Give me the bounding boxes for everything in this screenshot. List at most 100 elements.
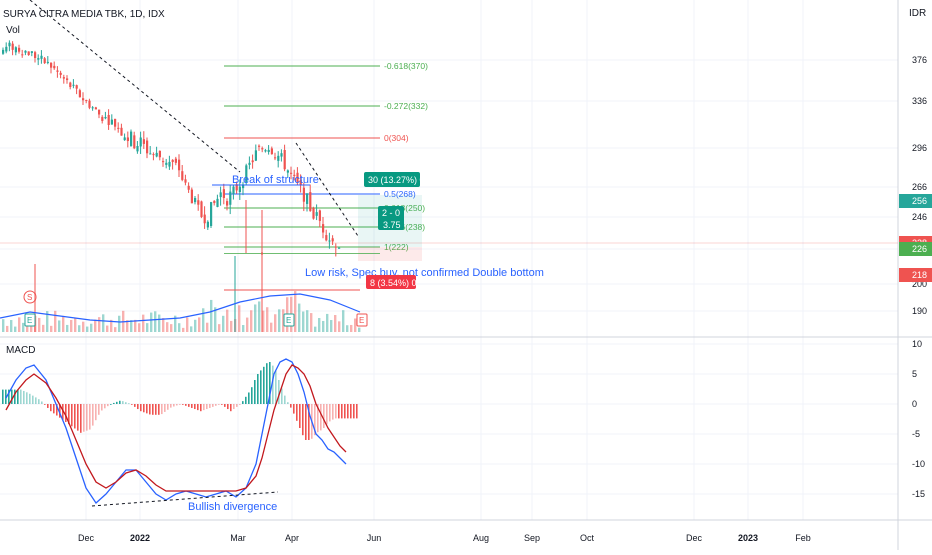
macd-histogram-bar: [236, 404, 238, 407]
volume-bar: [226, 309, 229, 332]
macd-histogram-bar: [260, 370, 262, 404]
macd-histogram-bar: [98, 404, 100, 415]
long-target-text: 30 (13.27%) 0: [368, 175, 425, 185]
macd-histogram-bar: [254, 380, 256, 404]
volume-label: Vol: [6, 25, 20, 36]
currency-label: IDR: [909, 8, 927, 19]
fib-label-6: 1(222): [384, 242, 409, 252]
macd-histogram-bar: [341, 404, 343, 419]
macd-histogram-bar: [89, 404, 91, 430]
candle-body: [8, 42, 11, 47]
macd-tick-4: -10: [912, 459, 925, 469]
macd-tick-5: -15: [912, 489, 925, 499]
short-stop-badge: [366, 275, 416, 289]
macd-histogram-bar: [101, 404, 103, 411]
volume-bar: [274, 314, 277, 332]
macd-histogram-bar: [71, 404, 73, 427]
candle-body: [222, 189, 225, 198]
macd-tick-1: 5: [912, 369, 917, 379]
earnings-marker-text-0: E: [27, 316, 32, 325]
macd-histogram-bar: [257, 374, 259, 404]
volume-bar: [70, 319, 73, 332]
candle-body: [126, 137, 129, 142]
volume-bar: [182, 327, 185, 332]
volume-bar: [106, 325, 109, 332]
macd-histogram-bar: [41, 401, 43, 404]
candle-body: [322, 224, 325, 233]
price-tick-4: 246: [912, 212, 927, 222]
annotation-layer: Break of structure Low risk, Spec buy, no…: [23, 172, 544, 513]
volume-bar: [322, 320, 325, 332]
candle-body: [50, 62, 53, 68]
candle-body: [187, 185, 190, 190]
candle-body: [267, 149, 270, 152]
candle-body: [114, 118, 117, 127]
fib-label-1: -0.272(332): [384, 101, 428, 111]
candle-body: [286, 170, 289, 173]
volume-bar: [326, 313, 329, 332]
macd-histogram-bar: [20, 389, 22, 404]
macd-histogram-bar: [287, 402, 289, 404]
candle-body: [277, 155, 280, 161]
long-rr-text: 2 - 0: [382, 208, 400, 218]
macd-histogram-bar: [95, 404, 97, 421]
volume-bar: [94, 319, 97, 332]
volume-bar: [114, 327, 117, 332]
volume-bar: [110, 319, 113, 332]
candle-body: [78, 90, 81, 98]
macd-histogram-bar: [104, 404, 106, 409]
price-tick-6: 200: [912, 279, 927, 289]
volume-bar: [82, 321, 85, 332]
x-tick-3: Apr: [285, 533, 299, 543]
candle-body: [309, 192, 312, 211]
macd-histogram-bar: [239, 404, 241, 405]
volume-bar: [130, 320, 133, 332]
price-badge-text-3: 218: [912, 270, 927, 280]
macd-histogram-bar: [92, 404, 94, 426]
candle-body: [194, 198, 197, 203]
price-tick-2: 296: [912, 143, 927, 153]
candle-body: [312, 208, 315, 219]
volume-bars: [2, 252, 361, 332]
x-tick-0: Dec: [78, 533, 95, 543]
macd-histogram-bar: [164, 404, 166, 412]
candle-body: [315, 212, 318, 216]
macd-histogram-bar: [56, 404, 58, 416]
macd-histogram-bar: [194, 404, 196, 410]
volume-bar: [202, 308, 205, 332]
volume-bar: [162, 318, 165, 332]
macd-histogram-bar: [323, 404, 325, 428]
candle-body: [46, 61, 49, 63]
macd-histogram-bar: [317, 404, 319, 433]
macd-histogram-bar: [44, 404, 46, 405]
macd-histogram-bar: [8, 389, 10, 404]
x-tick-10: Feb: [795, 533, 811, 543]
volume-bar: [54, 310, 57, 332]
split-marker-circle: [23, 290, 37, 304]
x-tick-5: Aug: [473, 533, 489, 543]
volume-bar: [14, 326, 17, 332]
macd-histogram-bar: [107, 404, 109, 407]
macd-histogram-bar: [326, 404, 328, 425]
macd-histogram-bar: [230, 404, 232, 412]
macd-histogram-bar: [5, 389, 7, 404]
candle-body: [181, 171, 184, 180]
candle-body: [34, 52, 37, 59]
macd-histogram-bar: [83, 404, 85, 432]
candle-body: [59, 72, 62, 75]
volume-bar: [90, 323, 93, 332]
candle-body: [162, 161, 165, 163]
candle-body: [226, 201, 229, 206]
candle-body: [91, 107, 94, 109]
macd-histogram-bar: [209, 404, 211, 408]
candle-body: [72, 84, 75, 86]
macd-histogram-bar: [302, 404, 304, 436]
macd-histogram-bar: [113, 402, 115, 404]
candle-body: [85, 100, 88, 102]
volume-bar: [258, 301, 261, 332]
volume-bar: [270, 322, 273, 332]
volume-spike: [261, 252, 263, 332]
macd-histogram-bar: [32, 395, 34, 404]
macd-histogram-bar: [74, 404, 76, 429]
